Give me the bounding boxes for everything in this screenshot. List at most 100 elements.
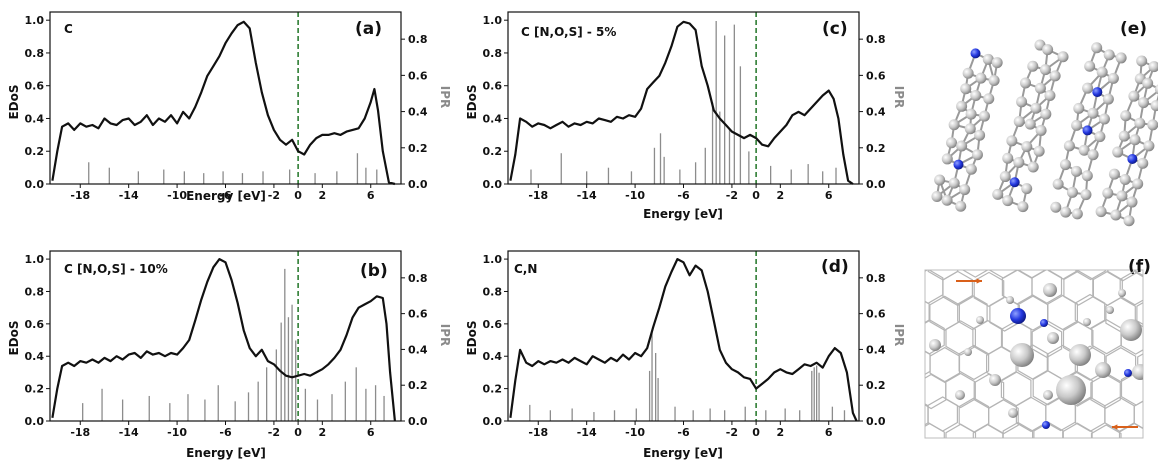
panel-c-plot-area: -18 -14 -10 -6 -2 0 2 6 0.0 0.2 0.4 0.6 0.8 1.0 0.0 0.2… <box>483 11 886 202</box>
carbon-atom <box>1002 152 1014 164</box>
hexagon-ring <box>1134 270 1143 278</box>
panel-c-ylabel: EDoS <box>465 84 479 119</box>
carbon-atom <box>1070 165 1082 177</box>
panel-c-y2tick-label: 0.6 <box>866 69 886 82</box>
panel-b-y2tick-label: 0.6 <box>408 308 428 321</box>
carbon-atom <box>960 83 972 95</box>
panel-c-xtick-label: -14 <box>577 189 597 202</box>
hexagon-ring <box>1121 220 1151 254</box>
hexagon-ring <box>1002 421 1034 438</box>
carbon-atom <box>955 390 965 400</box>
carbon-atom <box>971 149 983 161</box>
carbon-atom <box>1126 196 1138 208</box>
carbon-atom <box>999 171 1011 183</box>
carbon-atom <box>1084 60 1096 72</box>
carbon-atom <box>1115 52 1127 64</box>
carbon-atom <box>941 153 953 165</box>
carbon-atom <box>1027 161 1039 173</box>
carbon-atom <box>1021 141 1033 153</box>
panel-d-xtick-label: 0 <box>752 426 760 439</box>
hexagon-ring <box>887 218 916 252</box>
orange-arrow-left-head <box>1112 424 1118 430</box>
panel-b-y2tick-label: 0.8 <box>408 272 428 285</box>
dopant-atom <box>1127 153 1138 164</box>
panel-d-xtick-label: -2 <box>726 426 738 439</box>
panel-c-y2tick-label: 0.4 <box>866 106 886 119</box>
dopant-atom <box>1040 319 1048 327</box>
carbon-atom <box>1098 113 1110 125</box>
panel-b-y2label: IPR <box>438 324 452 347</box>
carbon-atom <box>1083 318 1091 326</box>
carbon-atom <box>1050 201 1062 213</box>
panel-a-ytick-label: 0.4 <box>25 112 45 125</box>
carbon-atom <box>929 339 941 351</box>
carbon-atom <box>1103 49 1115 61</box>
panel-b-plot-area: -18 -14 -10 -6 -2 0 2 6 0.0 0.2 0.4 0.6 0.8 1.0 0.0 0.2… <box>25 250 428 439</box>
hexagon-ring <box>985 346 1017 382</box>
carbon-atom <box>983 93 995 105</box>
panel-c-ytick-label: 0.6 <box>483 80 503 93</box>
carbon-atom <box>1035 124 1047 136</box>
carbon-atom <box>1116 190 1128 202</box>
carbon-atom <box>1073 102 1085 114</box>
carbon-atom <box>948 119 960 131</box>
panel-d-y2tick-label: 0.4 <box>866 343 886 356</box>
hexagon-ring <box>972 218 1002 252</box>
hexagon-ring <box>1062 422 1093 438</box>
carbon-atom <box>1052 178 1064 190</box>
panel-c-ytick-label: 0.4 <box>483 112 503 125</box>
dopant-atom <box>1009 177 1020 188</box>
panel-b-xtick-label: -18 <box>70 426 90 439</box>
hexagon-ring <box>925 319 945 355</box>
hexagon-ring <box>925 422 945 438</box>
carbon-atom <box>1066 186 1078 198</box>
panel-b-ytick-label: 0.2 <box>25 383 45 396</box>
carbon-atom <box>1091 42 1103 54</box>
panel-d-xtick-label: 2 <box>776 426 784 439</box>
panel-c-y2tick-label: 0.0 <box>866 178 886 191</box>
panel-d-y2label: IPR <box>892 324 906 347</box>
hex-lattice <box>887 218 1158 438</box>
panel-c-xtick-label: 6 <box>825 189 833 202</box>
carbon-atom <box>1027 60 1039 72</box>
carbon-atom <box>1132 178 1144 190</box>
carbon-atom <box>989 374 1001 386</box>
panel-c-ytick-label: 0.0 <box>483 178 503 191</box>
panel-a-chart: -18 -14 -10 -6 -2 0 2 6 0.0 0.2 0.4 0.6 0.8 1.0 0.0 0.2… <box>7 11 452 203</box>
panel-b-label: (b) <box>360 261 388 281</box>
carbon-atom <box>1069 344 1091 366</box>
panel-c-xlabel: Energy [eV] <box>643 207 723 221</box>
hexagon-ring <box>1151 321 1158 355</box>
carbon-atom <box>1047 332 1059 344</box>
panel-b-y2tick-label: 0.2 <box>408 379 428 392</box>
hexagon-ring <box>946 220 976 254</box>
panel-b-xtick-label: -10 <box>167 426 187 439</box>
dopant-atom <box>953 159 964 170</box>
panel-b-ytick-label: 0.4 <box>25 350 45 363</box>
panel-a-xtick-label: 2 <box>318 189 326 202</box>
carbon-atom <box>992 188 1004 200</box>
carbon-atom <box>955 200 967 212</box>
panel-c-y2tick-label: 0.2 <box>866 142 886 155</box>
carbon-atom <box>1123 215 1135 227</box>
carbon-atom <box>1040 108 1052 120</box>
carbon-atom <box>1082 82 1094 94</box>
panel-b-xtick-label: 0 <box>294 426 302 439</box>
carbon-atom <box>991 57 1003 69</box>
panel-c-ytick-label: 1.0 <box>483 14 503 27</box>
panel-a-y2tick-label: 0.0 <box>408 178 428 191</box>
panel-a-edos-line <box>51 20 396 186</box>
hexagon-ring <box>1062 218 1092 252</box>
hexagon-ring <box>925 373 947 410</box>
panel-b-ytick-label: 0.8 <box>25 285 45 298</box>
panel-b-system-label: C [N,O,S] - 10% <box>64 262 168 276</box>
panel-b-xtick-label: -2 <box>268 426 280 439</box>
carbon-atom <box>1150 100 1158 112</box>
panel-d-xtick-label: 6 <box>825 426 833 439</box>
panel-d-system-label: C,N <box>514 262 537 276</box>
panel-a-plot-area: -18 -14 -10 -6 -2 0 2 6 0.0 0.2 0.4 0.6 0.8 1.0 0.0 0.2… <box>25 11 428 202</box>
panel-b-xtick-label: -14 <box>119 426 139 439</box>
panel-b-y2tick-label: 0.0 <box>408 415 428 428</box>
dopant-atom <box>1042 421 1050 429</box>
